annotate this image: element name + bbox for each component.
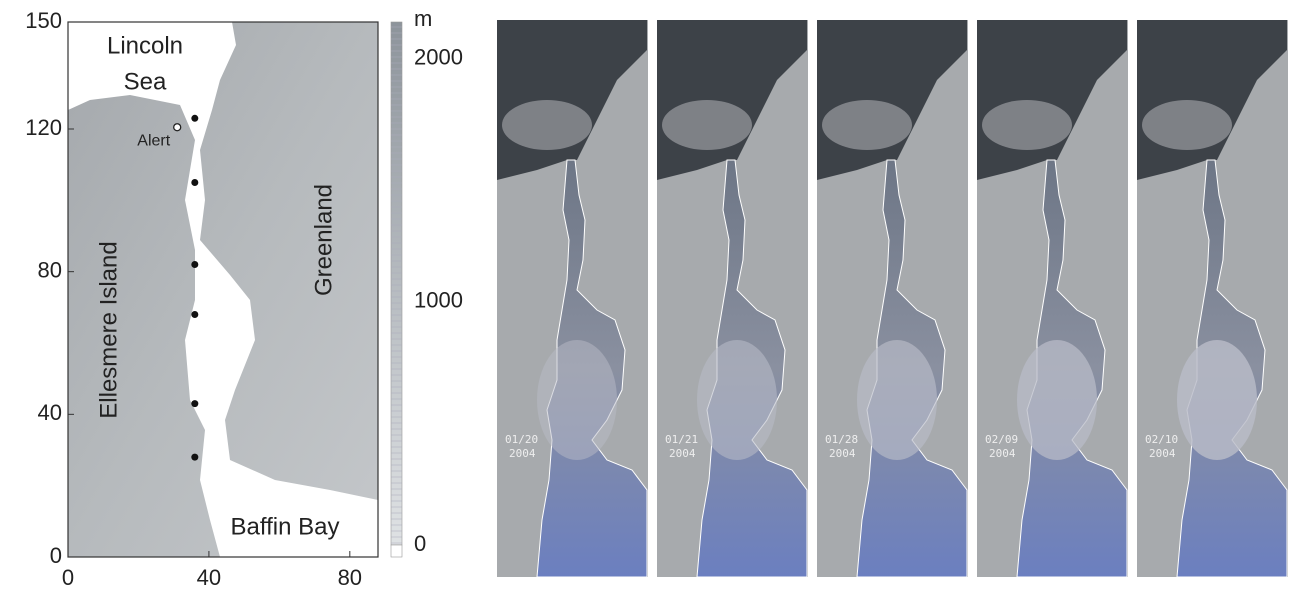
panel-date: 01/20	[505, 433, 538, 446]
station	[191, 400, 198, 407]
place-label: Sea	[124, 68, 167, 95]
panel-year: 2004	[669, 447, 696, 460]
panel-ice-haze	[537, 340, 617, 460]
colorbar-unit: m	[414, 6, 432, 31]
panel-cloud	[1142, 100, 1232, 150]
y-tick-label: 40	[38, 400, 62, 425]
x-tick-label: 40	[197, 565, 221, 590]
y-tick-label: 0	[50, 543, 62, 568]
station	[191, 115, 198, 122]
panel-cloud	[502, 100, 592, 150]
panel-date: 02/09	[985, 433, 1018, 446]
alert-marker	[174, 124, 181, 131]
panel-ice-haze	[857, 340, 937, 460]
panel-date: 01/28	[825, 433, 858, 446]
panel-cloud	[822, 100, 912, 150]
y-tick-label: 120	[25, 115, 62, 140]
panel-date: 01/21	[665, 433, 698, 446]
panel-year: 2004	[509, 447, 536, 460]
station	[191, 179, 198, 186]
panel-year: 2004	[1149, 447, 1176, 460]
place-label: Greenland	[310, 184, 337, 296]
panel-date: 02/10	[1145, 433, 1178, 446]
colorbar-zero-box	[391, 545, 402, 557]
panel-cloud	[662, 100, 752, 150]
place-label: Baffin Bay	[231, 513, 340, 540]
place-label: Ellesmere Island	[95, 241, 122, 418]
station	[191, 454, 198, 461]
x-tick-label: 0	[62, 565, 74, 590]
station	[191, 311, 198, 318]
colorbar	[391, 22, 402, 545]
alert-label: Alert	[137, 132, 170, 149]
panel-year: 2004	[829, 447, 856, 460]
colorbar-tick-label: 2000	[414, 44, 463, 69]
figure: 0 40 80 0 40 80 120 150 Lincoln Sea Ellesmere Isla…	[0, 0, 1293, 593]
panel-ice-haze	[1177, 340, 1257, 460]
y-tick-label: 150	[25, 8, 62, 33]
colorbar-tick-label: 1000	[414, 288, 463, 313]
panel-ice-haze	[1017, 340, 1097, 460]
panel-ice-haze	[697, 340, 777, 460]
y-tick-label: 80	[38, 257, 62, 282]
x-tick-label: 80	[338, 565, 362, 590]
panel-year: 2004	[989, 447, 1016, 460]
panel-cloud	[982, 100, 1072, 150]
place-label: Lincoln	[107, 32, 183, 59]
colorbar-tick-label: 0	[414, 531, 426, 556]
station	[191, 261, 198, 268]
